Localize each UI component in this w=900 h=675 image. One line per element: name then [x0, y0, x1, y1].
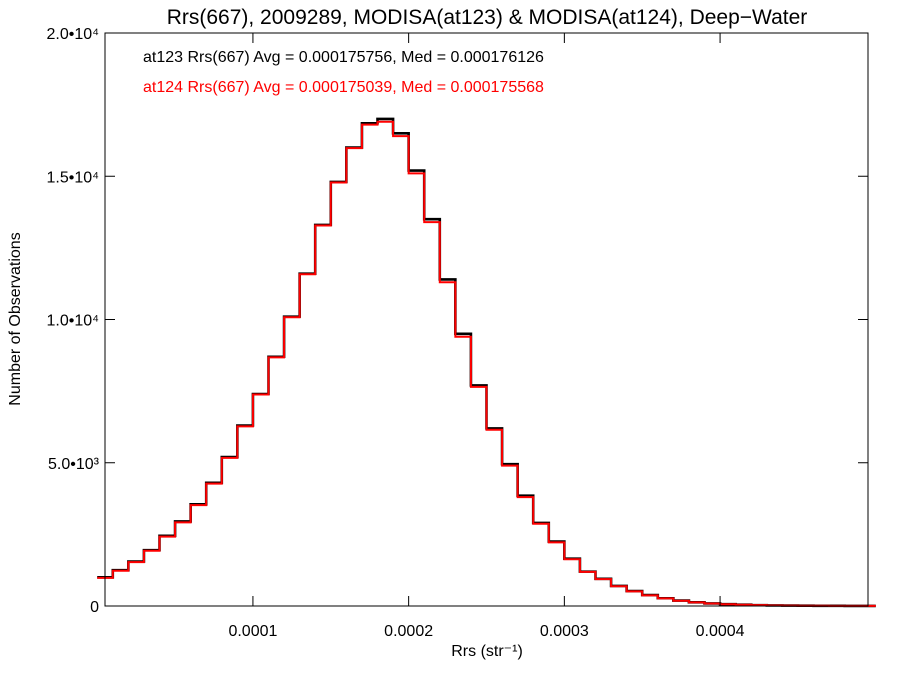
series-line-at123: [97, 117, 876, 608]
legend-at124: at124 Rrs(667) Avg = 0.000175039, Med = …: [143, 79, 544, 96]
x-tick-label: 0.0002: [384, 623, 433, 640]
series-line-at124: [97, 120, 876, 607]
y-axis: 0 5.0•10³ 1.0•10⁴ 1.5•10⁴ 2.0•10⁴: [46, 26, 868, 616]
chart-title: Rrs(667), 2009289, MODISA(at123) & MODIS…: [167, 6, 808, 29]
x-tick-label: 0.0003: [540, 623, 589, 640]
legend-at123: at123 Rrs(667) Avg = 0.000175756, Med = …: [143, 49, 544, 66]
y-tick-label: 5.0•10³: [48, 456, 100, 473]
y-tick-label: 1.0•10⁴: [46, 313, 99, 330]
y-tick-label: 1.5•10⁴: [46, 169, 99, 186]
series-layer: [97, 117, 876, 608]
x-tick-label: 0.0004: [696, 623, 745, 640]
y-tick-label: 0: [90, 599, 99, 616]
y-axis-label: Number of Observations: [7, 232, 24, 405]
x-axis: 0.0001 0.0002 0.0003 0.0004: [228, 33, 745, 640]
plot-frame: [104, 32, 869, 607]
x-axis-label: Rrs (str⁻¹): [451, 643, 523, 660]
y-tick-label: 2.0•10⁴: [46, 26, 99, 43]
x-tick-label: 0.0001: [228, 623, 277, 640]
